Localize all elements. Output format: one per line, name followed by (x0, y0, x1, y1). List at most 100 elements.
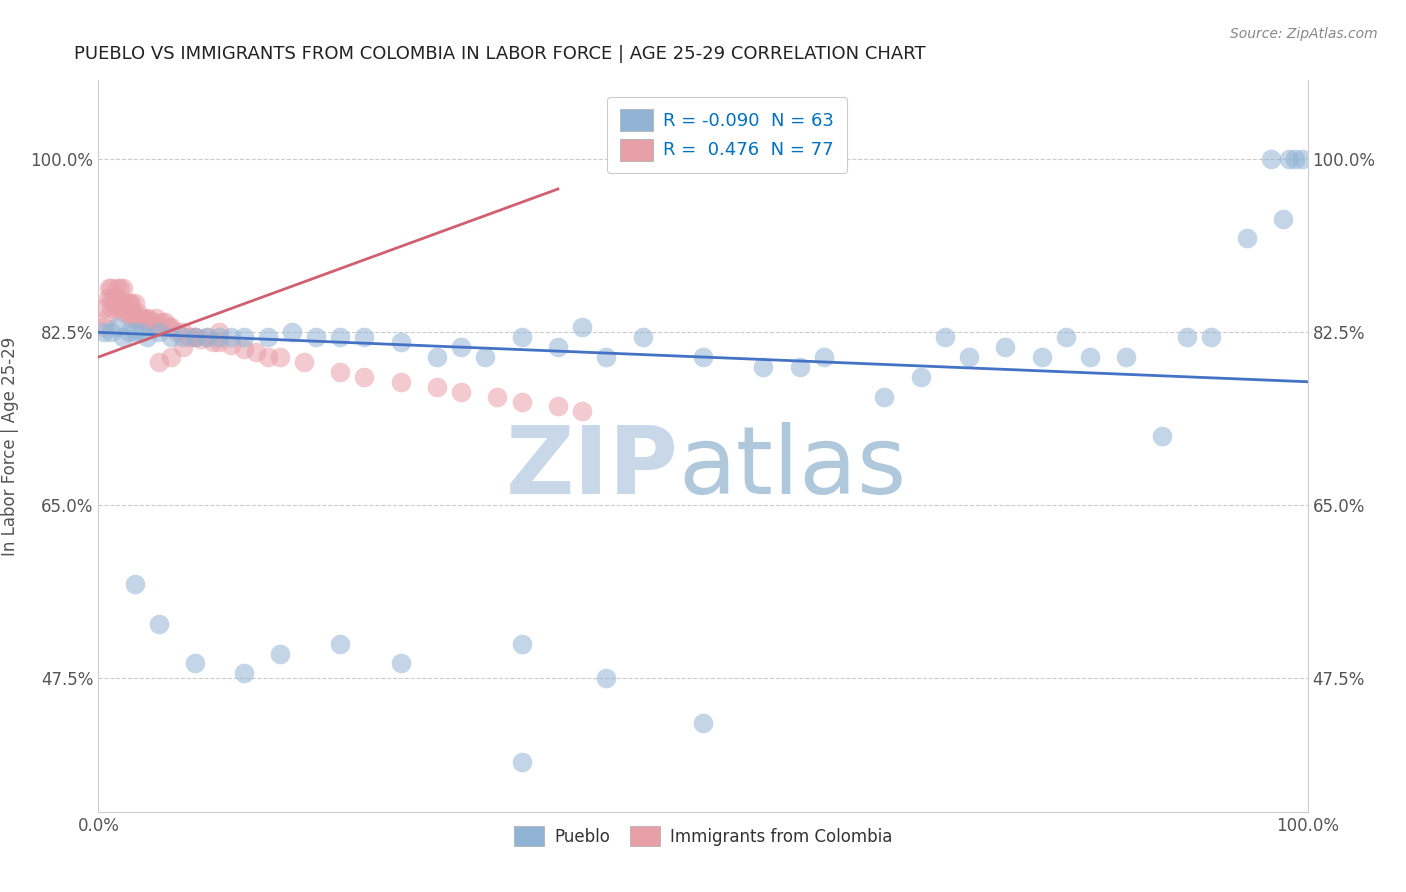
Point (934, 330, 956, 344)
Point (813, 350, 835, 364)
Point (118, 326, 141, 340)
Point (134, 312, 156, 326)
Point (124, 295, 146, 310)
Point (1272, 211, 1295, 226)
Text: atlas: atlas (679, 422, 907, 514)
Point (93, 301, 115, 315)
Point (153, 315, 176, 329)
Point (221, 338, 243, 352)
Point (692, 715, 714, 730)
Point (172, 326, 194, 340)
Point (353, 330, 375, 344)
Point (111, 301, 134, 315)
Point (148, 355, 170, 369)
Point (111, 295, 134, 310)
Point (112, 305, 135, 319)
Point (120, 295, 142, 310)
Point (105, 295, 128, 310)
Point (184, 330, 207, 344)
Point (389, 657, 412, 671)
Point (96, 310, 118, 325)
Point (269, 350, 291, 364)
Point (510, 394, 533, 409)
Point (595, 350, 617, 364)
Point (150, 315, 173, 329)
Point (221, 330, 243, 344)
Point (329, 637, 352, 651)
Point (195, 330, 218, 344)
Point (148, 326, 170, 340)
Point (256, 330, 278, 344)
Point (547, 400, 569, 414)
Point (281, 326, 304, 340)
Point (127, 305, 149, 319)
Point (1260, 153, 1282, 167)
Point (329, 365, 352, 379)
Point (160, 330, 183, 344)
Point (110, 301, 132, 315)
Point (389, 375, 412, 389)
Point (1115, 350, 1137, 364)
Point (547, 340, 569, 354)
Point (1054, 330, 1077, 344)
Point (108, 281, 131, 295)
Point (97, 291, 120, 305)
Point (208, 326, 231, 340)
Point (93, 320, 115, 334)
Point (101, 295, 124, 310)
Point (510, 756, 533, 770)
Point (631, 330, 654, 344)
Point (104, 295, 127, 310)
Point (184, 657, 207, 671)
Point (571, 320, 593, 334)
Point (450, 340, 472, 354)
Point (232, 330, 254, 344)
Point (595, 671, 617, 685)
Point (118, 295, 141, 310)
Point (105, 291, 128, 305)
Point (135, 310, 157, 325)
Point (93, 326, 115, 340)
Point (329, 330, 352, 344)
Point (202, 335, 225, 350)
Point (107, 301, 129, 315)
Point (157, 320, 180, 334)
Point (129, 326, 152, 340)
Point (160, 320, 183, 334)
Point (124, 577, 146, 591)
Point (957, 350, 980, 364)
Point (692, 350, 714, 364)
Point (148, 616, 170, 631)
Point (450, 384, 472, 399)
Point (100, 291, 122, 305)
Point (256, 350, 278, 364)
Point (121, 310, 143, 325)
Point (135, 330, 157, 344)
Point (100, 326, 122, 340)
Point (160, 350, 183, 364)
Point (292, 355, 315, 369)
Point (166, 326, 188, 340)
Point (127, 312, 149, 326)
Point (873, 390, 896, 404)
Point (124, 326, 146, 340)
Point (232, 342, 254, 356)
Point (131, 312, 153, 326)
Point (510, 330, 533, 344)
Point (1278, 153, 1301, 167)
Point (184, 330, 207, 344)
Point (208, 335, 231, 350)
Point (426, 380, 449, 394)
Point (910, 369, 932, 384)
Point (118, 301, 141, 315)
Point (789, 359, 811, 374)
Legend: Pueblo, Immigrants from Colombia: Pueblo, Immigrants from Colombia (506, 818, 900, 855)
Point (179, 330, 201, 344)
Point (100, 301, 122, 315)
Point (510, 637, 533, 651)
Text: Source: ZipAtlas.com: Source: ZipAtlas.com (1230, 27, 1378, 41)
Point (145, 310, 167, 325)
Point (129, 312, 152, 326)
Point (142, 315, 165, 329)
Point (305, 330, 328, 344)
